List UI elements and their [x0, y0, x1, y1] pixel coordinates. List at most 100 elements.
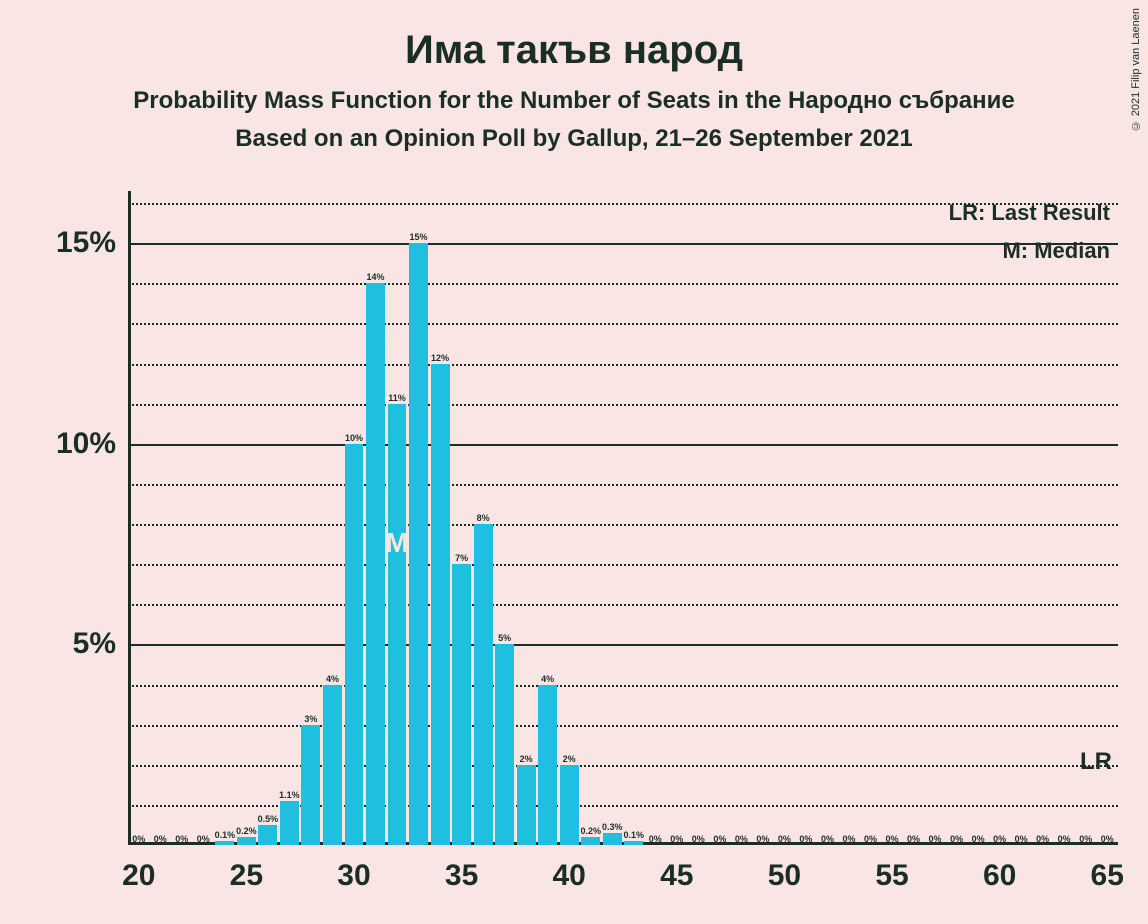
bar-value-label: 10% — [345, 433, 363, 444]
x-tick-label: 65 — [1091, 845, 1124, 893]
y-tick-label: 10% — [56, 427, 128, 461]
histogram-bar: 0.3% — [603, 833, 622, 845]
bar-value-label: 15% — [410, 232, 428, 243]
histogram-bar: 8% — [474, 524, 493, 845]
bar-value-label: 0% — [1079, 834, 1092, 845]
bar-value-label: 12% — [431, 353, 449, 364]
y-gridline-major — [128, 644, 1118, 646]
y-tick-label: 5% — [73, 627, 128, 661]
histogram-bar: 0.1% — [624, 841, 643, 845]
histogram-bar: 5% — [495, 644, 514, 845]
bar-value-label: 0.5% — [258, 814, 279, 825]
bar-value-label: 14% — [366, 272, 384, 283]
bar-value-label: 1.1% — [279, 790, 300, 801]
bar-value-label: 7% — [455, 553, 468, 564]
bar-value-label: 4% — [541, 674, 554, 685]
bar-value-label: 0% — [821, 834, 834, 845]
bar-value-label: 8% — [477, 513, 490, 524]
legend-last-result: LR: Last Result — [949, 200, 1110, 226]
histogram-bar: 12% — [431, 364, 450, 845]
chart-subtitle-1: Probability Mass Function for the Number… — [0, 73, 1148, 115]
y-gridline-minor — [128, 364, 1118, 366]
bar-value-label: 0% — [1101, 834, 1114, 845]
bar-value-label: 0% — [972, 834, 985, 845]
bar-value-label: 2% — [563, 754, 576, 765]
bar-value-label: 0% — [907, 834, 920, 845]
y-gridline-minor — [128, 283, 1118, 285]
chart-subtitle-2: Based on an Opinion Poll by Gallup, 21–2… — [0, 115, 1148, 153]
bar-value-label: 0% — [842, 834, 855, 845]
histogram-bar: 4% — [323, 685, 342, 845]
y-gridline-major — [128, 444, 1118, 446]
bar-value-label: 0% — [950, 834, 963, 845]
x-tick-label: 50 — [768, 845, 801, 893]
y-gridline-minor — [128, 805, 1118, 807]
histogram-bar: 7% — [452, 564, 471, 845]
x-tick-label: 30 — [337, 845, 370, 893]
histogram-bar: 2% — [517, 765, 536, 845]
bar-value-label: 0% — [670, 834, 683, 845]
histogram-bar: 14% — [366, 283, 385, 845]
x-tick-label: 55 — [875, 845, 908, 893]
y-gridline-minor — [128, 404, 1118, 406]
y-tick-label: 15% — [56, 226, 128, 260]
chart-title: Има такъв народ — [0, 0, 1148, 73]
histogram-bar: 1.1% — [280, 801, 299, 845]
bar-value-label: 0% — [649, 834, 662, 845]
histogram-bar: 2% — [560, 765, 579, 845]
bar-value-label: 0% — [756, 834, 769, 845]
bar-value-label: 0% — [799, 834, 812, 845]
y-gridline-minor — [128, 725, 1118, 727]
bar-value-label: 0% — [692, 834, 705, 845]
bar-value-label: 0% — [886, 834, 899, 845]
y-gridline-major — [128, 243, 1118, 245]
bar-value-label: 0% — [713, 834, 726, 845]
histogram-bar: 0.2% — [581, 837, 600, 845]
y-gridline-minor — [128, 484, 1118, 486]
bar-value-label: 2% — [520, 754, 533, 765]
histogram-bar: 4% — [538, 685, 557, 845]
histogram-bar: 3% — [301, 725, 320, 845]
y-gridline-minor — [128, 564, 1118, 566]
legend-median: M: Median — [1002, 238, 1110, 264]
bar-value-label: 0% — [175, 834, 188, 845]
bar-value-label: 0.3% — [602, 822, 623, 833]
bar-value-label: 0.1% — [623, 830, 644, 841]
bar-value-label: 0.2% — [236, 826, 257, 837]
bar-value-label: 3% — [304, 714, 317, 725]
histogram-bar: 0.5% — [258, 825, 277, 845]
x-tick-label: 40 — [553, 845, 586, 893]
bar-value-label: 0.2% — [580, 826, 601, 837]
bar-value-label: 4% — [326, 674, 339, 685]
last-result-marker: LR — [1080, 748, 1112, 776]
bar-value-label: 0% — [1015, 834, 1028, 845]
copyright-text: © 2021 Filip van Laenen — [1130, 8, 1142, 131]
chart-plot-area: 5%10%15%202530354045505560650%0%0%0%0.1%… — [128, 195, 1118, 845]
y-gridline-minor — [128, 685, 1118, 687]
bar-value-label: 0% — [1058, 834, 1071, 845]
histogram-bar: 0.2% — [237, 837, 256, 845]
x-tick-label: 45 — [660, 845, 693, 893]
histogram-bar: 10% — [345, 444, 364, 845]
bar-value-label: 0% — [735, 834, 748, 845]
y-axis-line — [128, 191, 131, 845]
x-tick-label: 35 — [445, 845, 478, 893]
x-tick-label: 20 — [122, 845, 155, 893]
bar-value-label: 0% — [864, 834, 877, 845]
bar-value-label: 0% — [778, 834, 791, 845]
histogram-bar: 0.1% — [215, 841, 234, 845]
y-gridline-minor — [128, 765, 1118, 767]
bar-value-label: 5% — [498, 633, 511, 644]
y-gridline-minor — [128, 604, 1118, 606]
bar-value-label: 0% — [993, 834, 1006, 845]
bar-value-label: 11% — [388, 393, 406, 404]
histogram-bar: 15% — [409, 243, 428, 845]
histogram-bar: 11% — [388, 404, 407, 845]
y-gridline-minor — [128, 524, 1118, 526]
bar-value-label: 0% — [929, 834, 942, 845]
bar-value-label: 0% — [132, 834, 145, 845]
x-tick-label: 60 — [983, 845, 1016, 893]
median-marker: M — [385, 527, 408, 559]
bar-value-label: 0% — [1036, 834, 1049, 845]
bar-value-label: 0% — [197, 834, 210, 845]
